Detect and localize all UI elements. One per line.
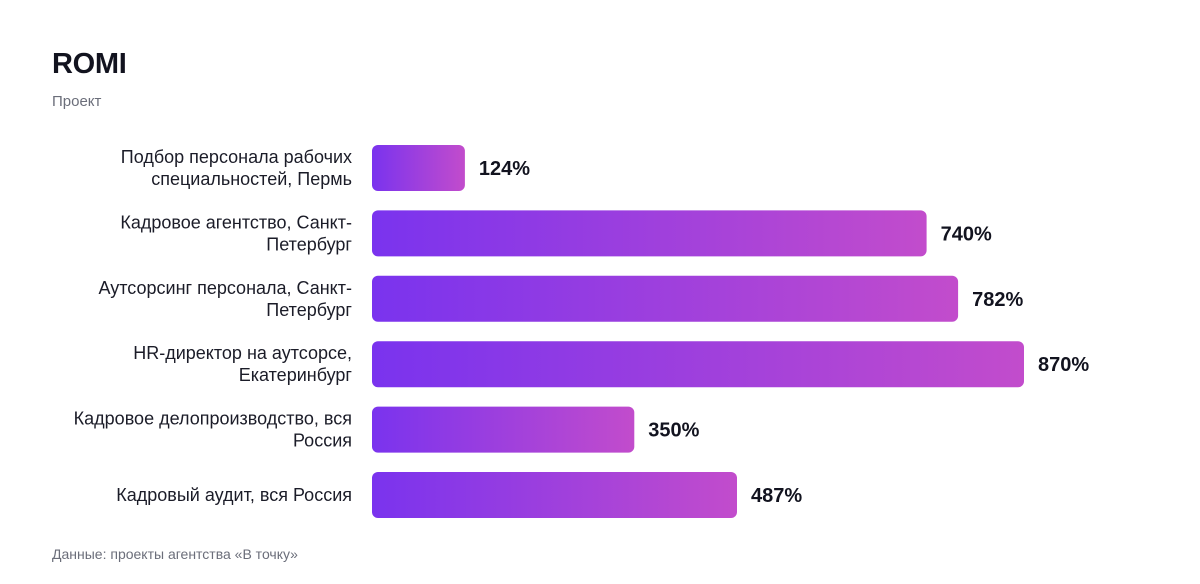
category-label-line: Кадровое делопроизводство, вся [74, 409, 352, 429]
category-label-5: Кадровое делопроизводство, вся Россия [74, 409, 352, 451]
value-label-4: 870% [1038, 354, 1089, 376]
bar-4 [372, 341, 1024, 388]
category-label-line: Петербург [266, 234, 352, 254]
bar-3 [372, 275, 959, 322]
category-label-line: Кадровый аудит, вся Россия [116, 485, 352, 505]
category-label-4: HR-директор на аутсорсе, Екатеринбург [133, 343, 352, 385]
data-source-note: Данные: проекты агентства «В точку» [52, 546, 298, 562]
chart-subtitle: Проект [52, 93, 102, 110]
category-label-2: Кадровое агентство, Санкт-Петербург [120, 212, 352, 254]
value-label-2: 740% [941, 223, 992, 245]
value-label-5: 350% [648, 420, 699, 442]
category-label-6: Кадровый аудит, вся Россия [116, 485, 352, 505]
value-label-3: 782% [972, 289, 1023, 311]
value-label-6: 487% [751, 485, 802, 507]
value-label-1: 124% [479, 158, 530, 180]
bars-layer: 124% Подбор персонала рабочих специальност… [74, 145, 1089, 518]
chart-title: ROMI [52, 48, 127, 80]
category-label-line: Екатеринбург [239, 365, 353, 385]
bar-5 [372, 406, 635, 453]
bar-1 [372, 145, 465, 191]
category-label-line: Подбор персонала рабочих [121, 147, 352, 167]
category-label-line: специальностей, Пермь [151, 169, 352, 189]
bar-2 [372, 210, 927, 257]
category-label-line: Кадровое агентство, Санкт- [120, 212, 352, 232]
bar-6 [372, 472, 737, 518]
category-label-line: Петербург [266, 300, 352, 320]
category-label-1: Подбор персонала рабочих специальностей, … [121, 147, 352, 189]
category-label-line: HR-директор на аутсорсе, [133, 343, 352, 363]
category-label-3: Аутсорсинг персонала, Санкт-Петербург [98, 278, 352, 320]
category-label-line: Аутсорсинг персонала, Санкт- [98, 278, 352, 298]
category-label-line: Россия [293, 431, 352, 451]
